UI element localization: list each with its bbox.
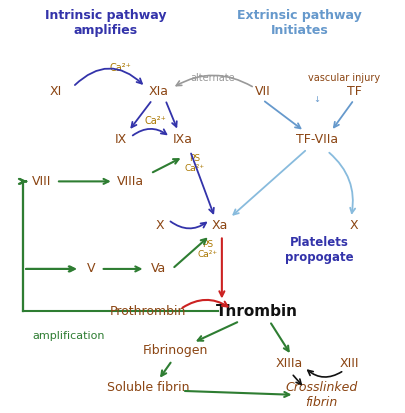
Text: X: X [156, 219, 164, 232]
Text: Intrinsic pathway
amplifies: Intrinsic pathway amplifies [45, 9, 166, 37]
Text: vascular injury: vascular injury [307, 73, 379, 83]
Text: XIII: XIII [339, 357, 358, 370]
Text: Crosslinked
fibrin: Crosslinked fibrin [284, 381, 356, 409]
Text: ↓: ↓ [313, 95, 320, 104]
Text: Ca²⁺: Ca²⁺ [144, 116, 166, 126]
Text: X: X [349, 219, 357, 232]
Text: Platelets
propogate: Platelets propogate [284, 236, 353, 264]
Text: Fibrinogen: Fibrinogen [142, 344, 207, 357]
Text: XIIIa: XIIIa [275, 357, 302, 370]
Text: PS
Ca²⁺: PS Ca²⁺ [185, 154, 205, 173]
Text: Xa: Xa [211, 219, 228, 232]
Text: Va: Va [150, 262, 166, 275]
Text: Extrinsic pathway
Initiates: Extrinsic pathway Initiates [237, 9, 361, 37]
Text: Soluble fibrin: Soluble fibrin [107, 382, 189, 394]
Text: XIa: XIa [148, 85, 168, 98]
Text: alternate: alternate [190, 73, 234, 83]
Text: amplification: amplification [32, 331, 105, 341]
Text: Thrombin: Thrombin [215, 304, 297, 319]
Text: VIII: VIII [31, 175, 51, 188]
Text: VII: VII [254, 85, 270, 98]
Text: IX: IX [114, 133, 126, 146]
Text: IXa: IXa [173, 133, 193, 146]
Text: V: V [86, 262, 95, 275]
Text: PS
Ca²⁺: PS Ca²⁺ [197, 240, 217, 259]
Text: TF-VIIa: TF-VIIa [295, 133, 337, 146]
Text: Ca²⁺: Ca²⁺ [109, 63, 131, 73]
Text: XI: XI [50, 85, 62, 98]
Text: VIIIa: VIIIa [117, 175, 144, 188]
Text: Prothrombin: Prothrombin [110, 305, 186, 318]
Text: TF: TF [346, 85, 360, 98]
